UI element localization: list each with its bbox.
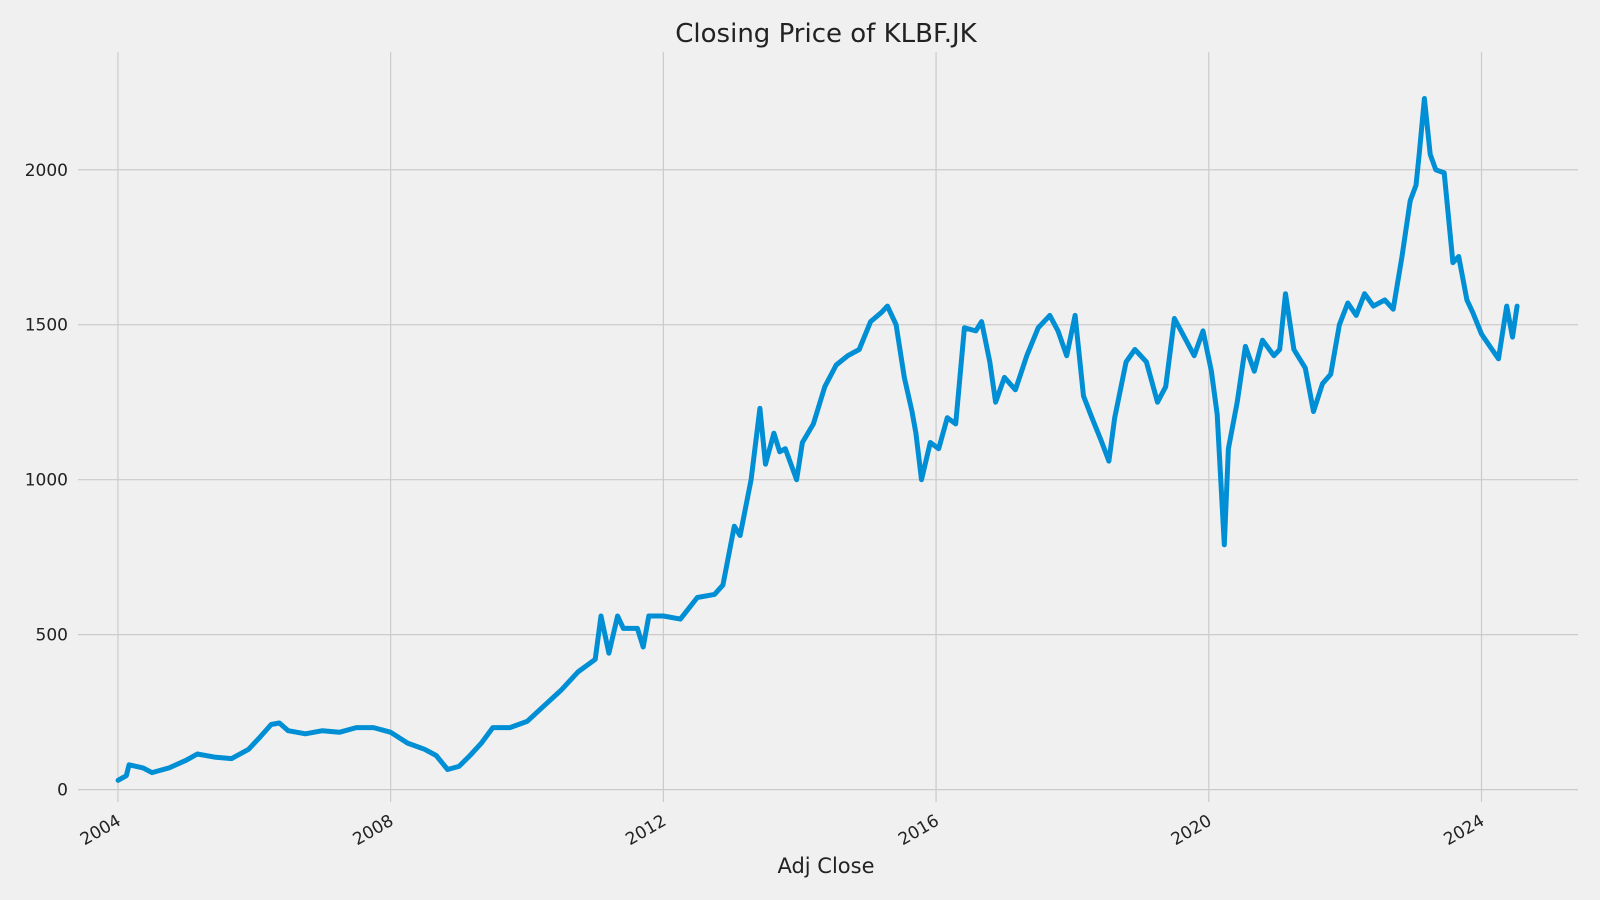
y-tick-label: 500 xyxy=(36,626,68,646)
y-tick-label: 1000 xyxy=(25,471,68,491)
chart-title: Closing Price of KLBF.JK xyxy=(675,19,977,49)
y-tick-label: 2000 xyxy=(25,161,68,181)
grid-lines xyxy=(78,52,1578,802)
series-layer xyxy=(115,96,1520,783)
x-axis-title: Adj Close xyxy=(777,854,874,878)
price-series-line xyxy=(115,96,1520,783)
y-tick-label: 0 xyxy=(57,781,68,801)
y-tick-label: 1500 xyxy=(25,316,68,336)
